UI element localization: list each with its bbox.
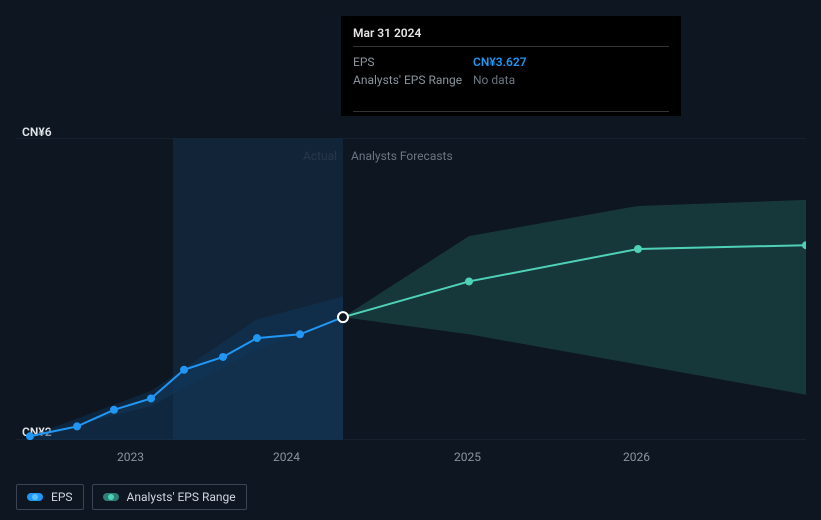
tooltip-label: Analysts' EPS Range	[353, 71, 473, 89]
legend-label: EPS	[51, 490, 73, 504]
x-axis-tick-label: 2025	[454, 450, 481, 464]
tooltip-divider	[353, 111, 669, 112]
chart-widget: Mar 31 2024 EPS CN¥3.627 Analysts' EPS R…	[0, 0, 821, 520]
chart-legend: EPS Analysts' EPS Range	[16, 484, 247, 510]
legend-swatch-icon	[103, 493, 119, 501]
tooltip-value: CN¥3.627	[473, 53, 527, 71]
x-axis-tick-label: 2024	[273, 450, 300, 464]
x-axis-tick-label: 2026	[623, 450, 650, 464]
tooltip-date: Mar 31 2024	[353, 26, 669, 47]
chart-tooltip: Mar 31 2024 EPS CN¥3.627 Analysts' EPS R…	[341, 16, 681, 116]
chart-plot[interactable]	[16, 138, 806, 440]
legend-label: Analysts' EPS Range	[127, 490, 236, 504]
y-axis-tick-label: CN¥6	[22, 125, 52, 139]
x-axis-tick-label: 2023	[117, 450, 144, 464]
tooltip-row-range: Analysts' EPS Range No data	[353, 71, 669, 89]
legend-item-range[interactable]: Analysts' EPS Range	[92, 484, 247, 510]
chart-svg	[16, 138, 806, 440]
legend-item-eps[interactable]: EPS	[16, 484, 84, 510]
tooltip-value: No data	[473, 71, 515, 89]
tooltip-label: EPS	[353, 53, 473, 71]
legend-swatch-icon	[27, 493, 43, 501]
tooltip-row-eps: EPS CN¥3.627	[353, 53, 669, 71]
